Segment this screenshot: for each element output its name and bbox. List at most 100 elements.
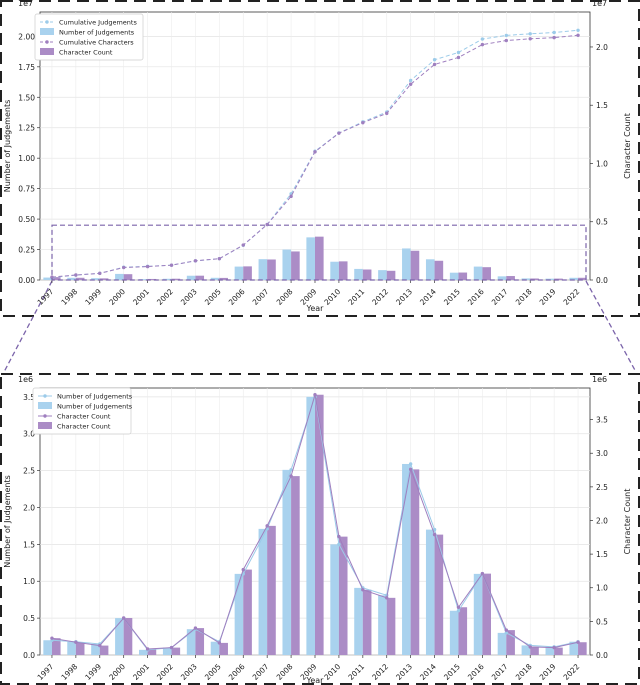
bar-characters <box>338 261 348 280</box>
line-characters-point <box>408 467 413 472</box>
bar-characters <box>267 525 276 655</box>
y-tick-label: 1.00 <box>18 154 35 163</box>
line-characters-point <box>193 626 198 630</box>
bar-judgements <box>402 248 411 280</box>
x-tick-label: 2003 <box>179 287 199 307</box>
bar-judgements <box>139 279 148 280</box>
x-tick-label: 2002 <box>155 287 175 307</box>
x-tick-label: 2015 <box>442 662 462 682</box>
y2-tick-label: 1.5 <box>596 101 608 110</box>
legend-label: Cumulative Judgements <box>59 19 137 27</box>
bar-characters <box>578 277 587 280</box>
y-tick-label: 0.25 <box>18 246 35 255</box>
bar-characters <box>99 278 109 280</box>
bar-judgements <box>306 237 315 280</box>
bar-characters <box>458 272 468 280</box>
y2-tick-label: 3.0 <box>596 449 608 458</box>
bar-characters <box>243 266 252 280</box>
x-tick-label: 2022 <box>562 287 582 307</box>
line-characters-point <box>385 596 389 600</box>
legend-label: Cumulative Characters <box>59 39 134 47</box>
bar-judgements <box>378 595 387 655</box>
bar-characters <box>171 647 181 655</box>
x-tick-label: 2001 <box>131 287 151 307</box>
x-tick-label: 2022 <box>562 662 582 682</box>
top-panel-frame <box>0 0 640 317</box>
bar-judgements <box>354 268 363 280</box>
y2-tick-label: 0.0 <box>596 276 608 285</box>
x-tick-label: 2014 <box>418 287 438 307</box>
bar-judgements <box>258 528 268 655</box>
line-characters-point <box>169 263 174 267</box>
line-judgements-point <box>576 28 580 32</box>
bar-judgements <box>425 529 435 655</box>
bar-characters <box>123 274 133 280</box>
y-tick-label: 0.00 <box>18 276 35 285</box>
chart-cumulative: 0.00 0.25 0.50 0.75 1.00 1.25 1.50 1.75 2.00 0.0 0… <box>3 0 632 313</box>
bar-characters <box>315 236 324 280</box>
line-characters-point <box>337 131 341 135</box>
line-characters-point <box>169 645 174 650</box>
x-tick-label: 2018 <box>514 287 534 307</box>
x-tick-label: 2007 <box>251 662 271 682</box>
bar-judgements <box>43 640 52 655</box>
y2-tick-label: 0.0 <box>596 651 608 660</box>
bar-judgements <box>115 618 124 655</box>
x-tick-label: 2001 <box>131 662 151 682</box>
y-axis-title: Number of Judgements <box>3 475 12 568</box>
bar-characters <box>554 278 563 280</box>
bar-characters <box>410 250 420 280</box>
x-tick-label: 1998 <box>59 662 79 682</box>
x-tick-label: 1999 <box>83 287 103 307</box>
bar-judgements <box>473 266 483 280</box>
line-judgements-point <box>528 32 532 36</box>
bar-characters <box>75 642 85 655</box>
y2-axis-title: Character Count <box>623 489 632 555</box>
line-characters-point <box>50 636 54 640</box>
x-tick-label: 1999 <box>83 662 103 682</box>
bar-characters <box>99 645 109 655</box>
line-characters-point <box>241 243 245 247</box>
bar-characters <box>530 278 539 280</box>
legend-marker <box>43 414 47 418</box>
y2-tick-label: 1.5 <box>596 550 608 559</box>
line-characters-point <box>432 62 437 67</box>
x-tick-label: 2016 <box>466 662 486 682</box>
y-tick-label: 1.50 <box>18 93 35 102</box>
bar-judgements <box>186 629 196 655</box>
bar-judgements <box>139 649 148 655</box>
line-judgements-point <box>480 37 485 41</box>
bar-characters <box>482 573 491 655</box>
y-tick-label: 0.50 <box>18 215 35 224</box>
x-tick-label: 2000 <box>107 287 127 307</box>
bar-judgements <box>378 270 387 280</box>
bar-judgements <box>282 249 292 280</box>
bar-characters <box>315 394 324 655</box>
line-characters-point <box>313 393 317 397</box>
y-tick-label: 2.00 <box>18 32 35 41</box>
bar-characters <box>362 269 372 280</box>
line-characters-point <box>576 640 580 644</box>
legend-swatch <box>38 402 52 409</box>
bar-judgements <box>91 278 100 280</box>
line-characters-point <box>217 641 222 645</box>
x-tick-label: 2006 <box>227 662 247 682</box>
zoom-connector-right <box>585 280 637 373</box>
x-axis-title: Year <box>306 304 325 313</box>
bar-judgements <box>91 643 100 655</box>
bar-characters <box>386 597 396 655</box>
bottom-panel-frame <box>0 373 640 685</box>
bar-judgements <box>210 641 220 655</box>
line-characters-point <box>313 150 317 154</box>
x-tick-label: 2013 <box>394 287 414 307</box>
bar-judgements <box>449 272 459 280</box>
legend-label: Number of Judgements <box>57 393 133 401</box>
line-characters-point <box>145 647 150 651</box>
y2-tick-label: 0.5 <box>596 617 608 626</box>
bar-characters <box>195 628 205 655</box>
y-tick-label: 1.0 <box>23 577 35 586</box>
zoom-connector-left <box>3 280 53 373</box>
x-tick-label: 2008 <box>275 287 295 307</box>
x-axis-title: Year <box>306 676 325 685</box>
